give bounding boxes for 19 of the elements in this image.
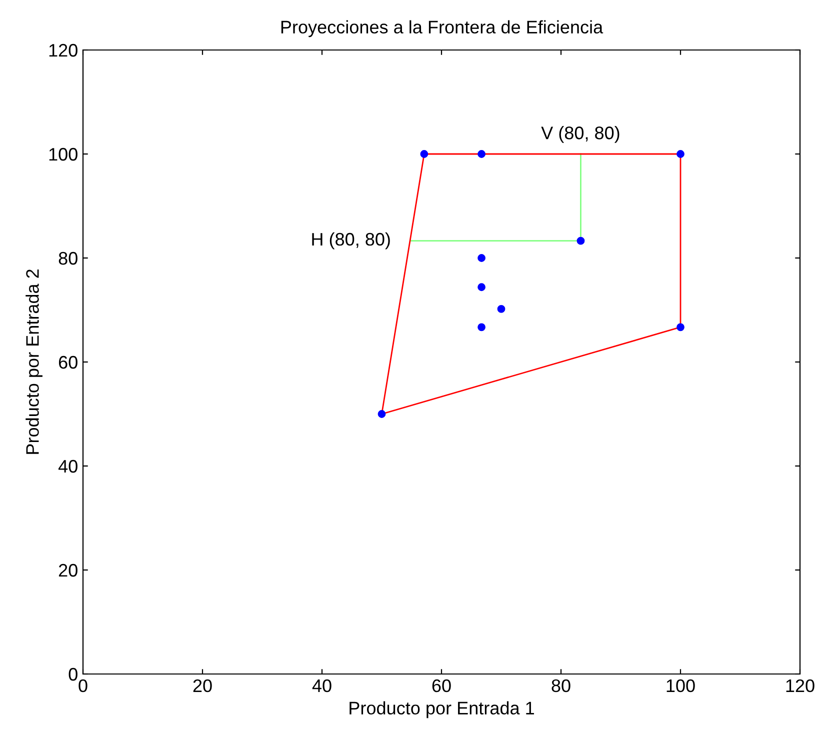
x-tick-label: 80 bbox=[552, 679, 570, 692]
x-tick-label: 100 bbox=[666, 679, 695, 692]
y-tick-label: 0 bbox=[68, 668, 78, 681]
y-tick-label: 40 bbox=[58, 460, 78, 473]
x-tick-label: 0 bbox=[78, 679, 88, 692]
x-tick-label: 40 bbox=[312, 679, 332, 692]
annotation: V (80, 80) bbox=[541, 126, 620, 143]
x-axis-title: Producto por Entrada 1 bbox=[350, 701, 534, 718]
x-tick-label: 120 bbox=[786, 679, 814, 692]
y-tick-label: 60 bbox=[58, 356, 78, 369]
y-tick-label: 80 bbox=[58, 252, 78, 265]
chart-title: Proyecciones a la Frontera de Eficiencia bbox=[281, 20, 604, 38]
x-tick-label: 60 bbox=[432, 679, 451, 692]
y-tick-label: 100 bbox=[49, 148, 78, 161]
y-tick-label: 20 bbox=[58, 564, 78, 577]
annotation: H (80, 80) bbox=[312, 232, 390, 250]
y-tick-label: 120 bbox=[49, 44, 78, 57]
y-axis-title: Producto por Entrada 2 bbox=[26, 270, 42, 454]
x-tick-label: 20 bbox=[193, 679, 212, 692]
